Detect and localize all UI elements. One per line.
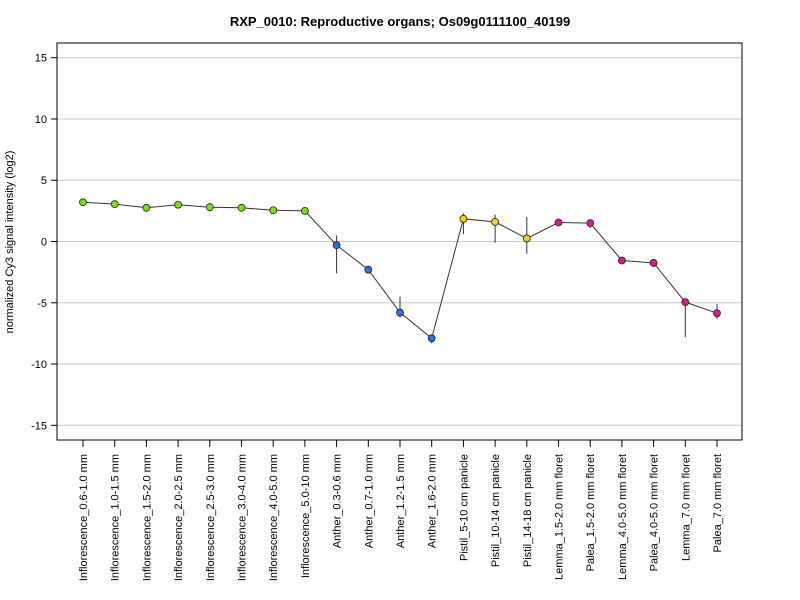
x-tick-label-15: Lemma_1.5-2.0 mm floret [554, 454, 566, 580]
y-tick-label-6: 15 [35, 53, 47, 65]
data-point-15 [554, 218, 563, 227]
x-tick-label-9: Anther_0.7-1.0 mm [363, 454, 375, 548]
x-tick-label-8: Anther_0.3-0.6 mm [332, 454, 344, 548]
data-point-10 [396, 308, 404, 317]
data-point-1 [110, 200, 119, 209]
data-point-7 [300, 206, 309, 215]
data-point-11 [427, 334, 436, 343]
grid-layer [57, 57, 742, 426]
data-point-9 [364, 265, 373, 274]
y-tick-label-5: 10 [35, 114, 47, 126]
data-point-0 [79, 198, 87, 207]
x-tick-label-18: Palea_4.0-5.0 mm floret [649, 454, 661, 571]
x-tick-label-0: Inflorescence_0.6-1.0 mm [78, 454, 90, 581]
y-tick-label-4: 5 [41, 175, 47, 187]
data-point-6 [269, 206, 278, 215]
x-tick-label-4: Inflorescence_2.5-3.0 mm [205, 454, 217, 581]
x-tick-label-5: Inflorescence_3.0-4.0 mm [237, 454, 249, 581]
x-tick-label-1: Inflorescence_1.0-1.5 mm [110, 454, 122, 581]
data-point-4 [205, 203, 214, 212]
y-tick-label-2: -5 [37, 298, 47, 310]
x-tick-label-20: Palea_7.0 mm floret [712, 454, 724, 552]
y-tick-label-3: 0 [41, 237, 47, 249]
series-layer [79, 198, 721, 344]
x-tick-label-2: Inflorescence_1.5-2.0 mm [141, 454, 153, 581]
y-tick-label-0: -15 [31, 420, 47, 432]
x-tick-label-16: Palea_1.5-2.0 mm floret [585, 454, 597, 571]
x-tick-label-6: Inflorescence_4.0-5.0 mm [268, 454, 280, 581]
x-tick-label-10: Anther_1.2-1.5 mm [395, 454, 407, 548]
chart-title: RXP_0010: Reproductive organs; Os09g0111… [230, 14, 570, 29]
data-point-17 [618, 256, 626, 265]
x-axis: Inflorescence_0.6-1.0 mm Inflorescence_1.… [78, 440, 724, 581]
x-tick-label-7: Inflorescence_5.0-10 mm [300, 454, 312, 578]
y-axis-label: normalized Cy3 signal intensity (log2) [4, 151, 16, 334]
data-point-18 [649, 259, 658, 267]
y-tick-label-1: -10 [31, 359, 47, 371]
x-tick-label-17: Lemma_4.0-5.0 mm floret [617, 454, 629, 580]
x-tick-label-13: Pistil_10-14 cm panicle [490, 454, 502, 567]
data-point-12 [459, 214, 468, 223]
data-point-16 [586, 219, 595, 228]
x-tick-label-11: Anther_1.6-2.0 mm [427, 454, 439, 548]
data-point-8 [332, 241, 341, 250]
y-axis: -15 -10 -5 0 5 10 15 [31, 53, 57, 432]
data-point-2 [142, 203, 151, 212]
x-tick-label-3: Inflorescence_2.0-2.5 mm [173, 454, 185, 581]
x-tick-label-19: Lemma_7.0 mm floret [680, 454, 692, 561]
x-tick-label-14: Pistil_14-18 cm panicle [522, 454, 534, 567]
data-point-20 [713, 309, 721, 318]
series-line [82, 201, 718, 340]
data-point-14 [522, 234, 531, 243]
data-point-13 [491, 217, 500, 226]
data-point-3 [174, 200, 183, 209]
data-point-5 [237, 203, 246, 212]
x-tick-label-12: Pistil_5-10 cm panicle [458, 454, 470, 561]
data-point-19 [681, 298, 690, 307]
